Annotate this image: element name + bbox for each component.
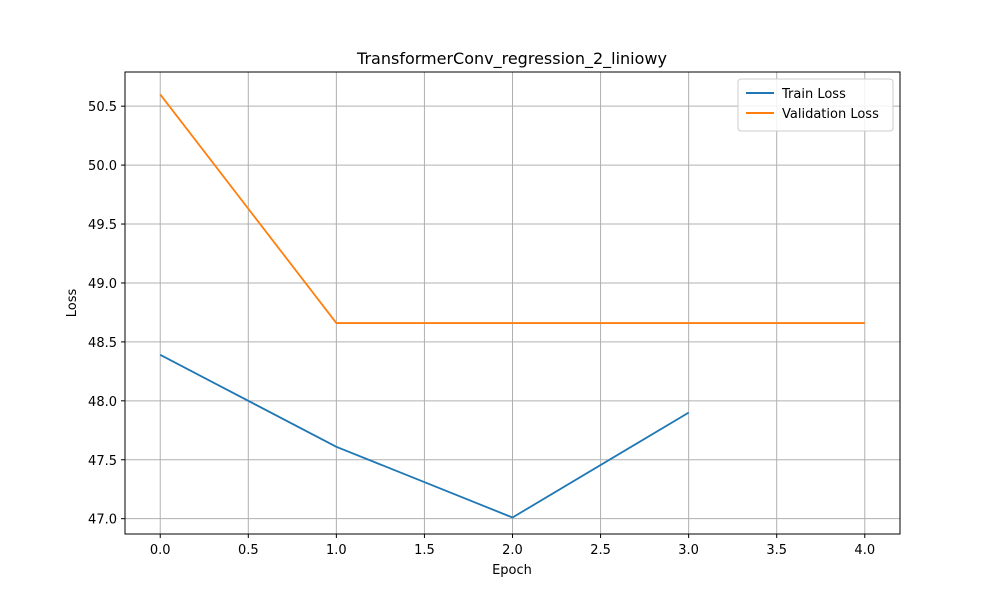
x-tick-label: 1.0 [326, 543, 347, 558]
train-loss-line [159, 354, 690, 519]
y-tick-label: 47.5 [88, 454, 117, 469]
y-tick-label: 47.0 [88, 513, 117, 528]
x-tick-label: 3.5 [766, 543, 787, 558]
chart-title: TransformerConv_regression_2_liniowy [356, 49, 667, 69]
y-tick-label: 49.0 [88, 277, 117, 292]
grid [125, 72, 900, 534]
y-tick-label: 49.5 [88, 218, 117, 233]
axis-ticks: 0.0 0.5 1.0 1.5 2.0 2.5 3.0 3.5 4.0 47.0 47.5 48.0 4… [88, 100, 875, 558]
legend-label-train-loss: Train Loss [781, 87, 846, 102]
y-tick-label: 50.5 [88, 100, 117, 115]
x-tick-label: 0.0 [150, 543, 171, 558]
y-axis-label: Loss [65, 289, 80, 318]
validation-loss-line [159, 93, 865, 324]
x-axis-label: Epoch [492, 563, 532, 578]
legend-box [737, 78, 894, 132]
x-tick-label: 0.5 [238, 543, 259, 558]
y-tick-label: 50.0 [88, 159, 117, 174]
x-tick-label: 4.0 [854, 543, 875, 558]
y-tick-label: 48.0 [88, 395, 117, 410]
x-tick-label: 2.0 [502, 543, 523, 558]
series-lines [159, 93, 865, 519]
legend: Train Loss Validation Loss [737, 78, 894, 132]
x-tick-label: 3.0 [678, 543, 699, 558]
y-tick-label: 48.5 [88, 336, 117, 351]
x-tick-label: 1.5 [414, 543, 435, 558]
legend-label-validation-loss: Validation Loss [782, 107, 879, 122]
x-tick-label: 2.5 [590, 543, 611, 558]
